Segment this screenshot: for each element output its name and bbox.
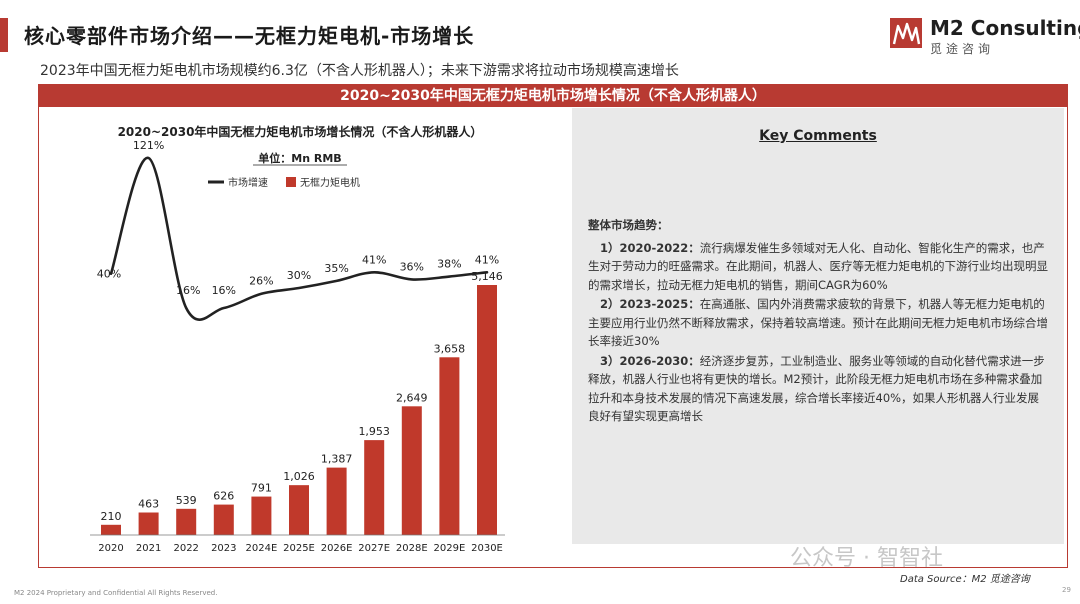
page-number: 29 bbox=[1062, 586, 1071, 594]
growth-rate-label: 26% bbox=[249, 275, 273, 288]
growth-rate-label: 30% bbox=[287, 269, 311, 282]
growth-rate-label: 41% bbox=[475, 253, 499, 266]
x-tick-label: 2024E bbox=[246, 543, 278, 554]
chart-title: 2020~2030年中国无框力矩电机市场增长情况（不含人形机器人） bbox=[118, 124, 483, 139]
watermark: 公众号 · 智智社 bbox=[790, 546, 943, 571]
bar-value-label: 1,387 bbox=[321, 453, 353, 466]
logo-name: M2 Consulting bbox=[930, 16, 1080, 40]
bar bbox=[364, 440, 385, 535]
x-tick-label: 2026E bbox=[321, 543, 353, 554]
page-subtitle: 2023年中国无框力矩电机市场规模约6.3亿（不含人形机器人）；未来下游需求将拉… bbox=[40, 63, 679, 79]
comment-item-text: 流行病爆发催生多领域对无人化、自动化、智能化生产的需求，也产生对于劳动力的旺盛需… bbox=[588, 240, 1048, 292]
growth-rate-label: 38% bbox=[437, 258, 461, 271]
key-comments-title: Key Comments bbox=[759, 128, 877, 144]
panel-header: 2020~2030年中国无框力矩电机市场增长情况（不含人形机器人） bbox=[39, 85, 1067, 107]
bar-value-label: 626 bbox=[213, 490, 234, 503]
bar-value-label: 2,649 bbox=[396, 391, 428, 404]
comment-item-label: 3）2026-2030： bbox=[600, 353, 700, 368]
x-tick-label: 2027E bbox=[358, 543, 390, 554]
x-tick-label: 2021 bbox=[136, 543, 161, 554]
key-comments-panel: Key Comments 整体市场趋势： 1）2020-2022：流行病爆发催生… bbox=[572, 108, 1064, 544]
bar bbox=[477, 285, 497, 535]
comment-item-label: 1）2020-2022： bbox=[600, 240, 700, 255]
bar bbox=[176, 508, 197, 535]
bar-value-label: 1,953 bbox=[358, 425, 390, 438]
growth-rate-line bbox=[109, 156, 489, 321]
x-tick-label: 2025E bbox=[283, 543, 315, 554]
growth-rate-label: 41% bbox=[362, 253, 386, 266]
x-tick-label: 2029E bbox=[434, 543, 466, 554]
growth-rate-label: 121% bbox=[133, 139, 164, 152]
growth-rate-label: 16% bbox=[176, 284, 200, 297]
footer-copyright: M2 2024 Proprietary and Confidential All… bbox=[14, 589, 218, 597]
comment-item-text: 经济逐步复苏，工业制造业、服务业等领域的自动化替代需求进一步释放，机器人行业也将… bbox=[588, 353, 1045, 424]
legend-bar-label: 无框力矩电机 bbox=[300, 176, 360, 189]
m2-logo-icon bbox=[890, 18, 922, 48]
bar-value-label: 791 bbox=[251, 482, 272, 495]
x-tick-label: 2022 bbox=[173, 543, 198, 554]
bar bbox=[251, 496, 272, 535]
bar-value-label: 3,658 bbox=[434, 342, 466, 355]
bar-value-label: 539 bbox=[176, 494, 197, 507]
bar bbox=[401, 406, 422, 535]
comment-item: 3）2026-2030：经济逐步复苏，工业制造业、服务业等领域的自动化替代需求进… bbox=[588, 352, 1050, 426]
x-tick-label: 2020 bbox=[98, 543, 123, 554]
title-accent-bar bbox=[0, 18, 8, 52]
bar-value-label: 210 bbox=[101, 510, 122, 523]
company-logo: M2 Consulting 觅途咨询 bbox=[888, 14, 1080, 58]
comment-item: 2）2023-2025：在高通胀、国内外消费需求疲软的背景下，机器人等无框力矩电… bbox=[588, 295, 1050, 351]
page-title: 核心零部件市场介绍——无框力矩电机-市场增长 bbox=[24, 24, 475, 48]
bar bbox=[326, 467, 347, 535]
key-comments-body: 整体市场趋势： 1）2020-2022：流行病爆发催生多领域对无人化、自动化、智… bbox=[588, 216, 1050, 427]
x-tick-label: 2023 bbox=[211, 543, 236, 554]
bar bbox=[289, 485, 309, 535]
bar-value-label: 1,026 bbox=[283, 470, 315, 483]
x-tick-label: 2028E bbox=[396, 543, 428, 554]
comment-item-text: 在高通胀、国内外消费需求疲软的背景下，机器人等无框力矩电机的主要应用行业仍然不断… bbox=[588, 297, 1048, 348]
bar bbox=[101, 524, 121, 535]
main-panel: 2020~2030年中国无框力矩电机市场增长情况（不含人形机器人） bbox=[38, 84, 1068, 568]
growth-rate-label: 35% bbox=[324, 262, 348, 275]
bar bbox=[439, 357, 460, 535]
legend-bar-swatch bbox=[286, 177, 296, 187]
bar-value-label: 463 bbox=[138, 498, 159, 511]
logo-cn-name: 觅途咨询 bbox=[930, 42, 995, 56]
comment-item-label: 2）2023-2025： bbox=[600, 297, 700, 311]
growth-rate-label: 36% bbox=[400, 260, 424, 273]
bar bbox=[138, 512, 159, 535]
legend-line-label: 市场增速 bbox=[228, 176, 268, 189]
comment-item: 1）2020-2022：流行病爆发催生多领域对无人化、自动化、智能化生产的需求，… bbox=[588, 239, 1050, 295]
x-tick-label: 2030E bbox=[471, 543, 503, 554]
comments-heading: 整体市场趋势： bbox=[588, 218, 669, 232]
data-source: Data Source：M2 觅途咨询 bbox=[900, 574, 1030, 585]
growth-rate-label: 16% bbox=[212, 284, 236, 297]
chart-unit-label: 单位：Mn RMB bbox=[258, 151, 341, 165]
growth-rate-label: 40% bbox=[97, 268, 121, 281]
bar bbox=[213, 504, 234, 535]
